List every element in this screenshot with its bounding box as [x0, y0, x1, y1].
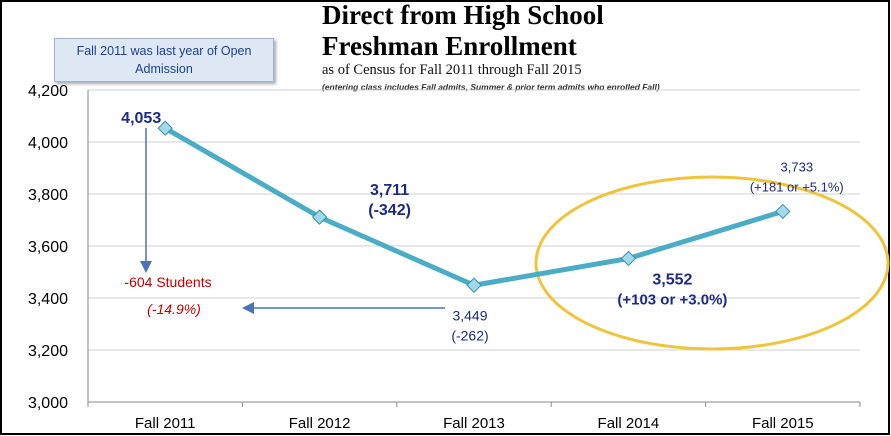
decline-students-label: -604 Students	[124, 274, 211, 290]
chart-title-line2: Freshman Enrollment	[322, 31, 577, 61]
x-tick-label: Fall 2015	[752, 415, 814, 432]
data-point-change-label: (+103 or +3.0%)	[617, 291, 727, 308]
data-point-value-label: 3,711	[370, 182, 409, 199]
data-point-marker	[466, 277, 482, 293]
chart-note: (entering class includes Fall admits, Su…	[322, 82, 660, 92]
y-tick-label: 3,400	[28, 291, 68, 308]
x-tick-label: Fall 2014	[598, 415, 660, 432]
series-line	[163, 126, 784, 288]
data-point-marker	[775, 203, 791, 220]
data-point-value-label: 3,733	[781, 159, 814, 174]
data-point-change-label: (-342)	[368, 202, 411, 219]
data-point-marker	[620, 250, 637, 267]
y-tick-label: 4,200	[28, 83, 68, 100]
data-point-value-label: 4,053	[121, 110, 161, 127]
y-tick-label: 3,000	[28, 395, 68, 412]
data-point-value-label: 3,552	[652, 271, 692, 288]
chart-subtitle: as of Census for Fall 2011 through Fall …	[322, 62, 582, 78]
data-point-marker	[311, 209, 328, 225]
x-tick-label: Fall 2012	[289, 415, 351, 432]
open-admission-callout: Fall 2011 was last year of Open Admissio…	[54, 38, 274, 82]
data-point-change-label: (-262)	[451, 327, 488, 343]
decline-percent-label: (-14.9%)	[147, 301, 201, 317]
y-tick-label: 4,000	[28, 135, 68, 152]
data-point-marker	[157, 120, 173, 136]
chart-title-line1: Direct from High School	[322, 0, 604, 30]
highlight-ellipse	[534, 175, 890, 351]
y-tick-label: 3,800	[28, 187, 68, 204]
x-tick-label: Fall 2011	[135, 415, 196, 432]
data-point-change-label: (+181 or +5.1%)	[750, 179, 844, 194]
x-tick-label: Fall 2013	[443, 415, 505, 432]
y-tick-label: 3,600	[28, 239, 68, 256]
y-tick-label: 3,200	[28, 343, 68, 360]
data-point-value-label: 3,449	[452, 307, 487, 323]
